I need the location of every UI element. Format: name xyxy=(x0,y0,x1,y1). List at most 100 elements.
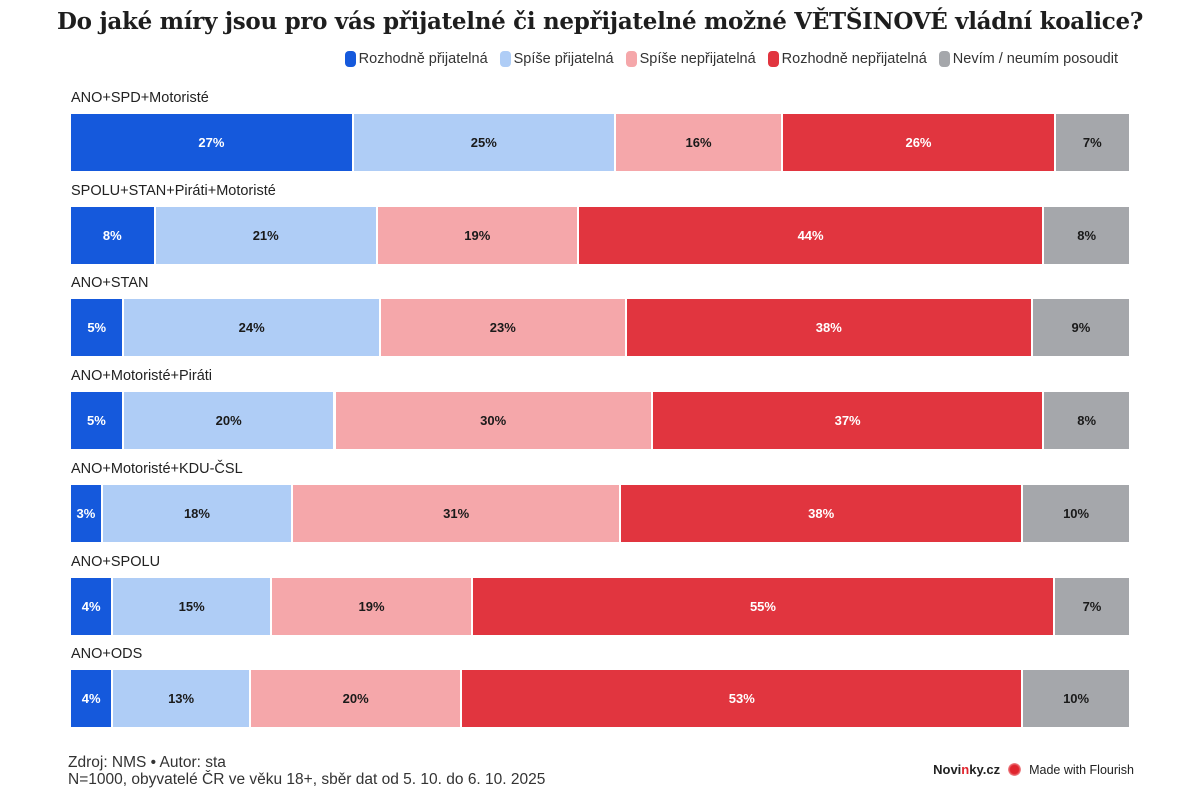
bar-segment-rather-acceptable[interactable]: 13% xyxy=(113,670,251,727)
methodology-note: N=1000, obyvatelé ČR ve věku 18+, sběr d… xyxy=(68,771,546,788)
category-label: ANO+SPOLU xyxy=(71,554,161,570)
legend-item-dont-know[interactable]: Nevím / neumím posoudit xyxy=(938,51,1118,67)
data-label: 8% xyxy=(102,228,122,243)
category-label: ANO+Motoristé+Piráti xyxy=(71,368,213,384)
legend-swatch xyxy=(767,51,779,67)
bar-segment-definitely-unacceptable[interactable]: 38% xyxy=(626,299,1033,356)
data-label: 8% xyxy=(1077,228,1097,243)
data-label: 10% xyxy=(1063,506,1090,521)
bar-segment-definitely-unacceptable[interactable]: 38% xyxy=(621,485,1024,542)
legend-label: Rozhodně přijatelná xyxy=(358,51,488,67)
data-label: 19% xyxy=(358,599,385,614)
bar-row: 5% 20% 30% 37% 8% xyxy=(71,392,1129,449)
bar-segment-definitely-unacceptable[interactable]: 37% xyxy=(652,392,1045,449)
data-label: 16% xyxy=(685,135,712,150)
bar-segment-definitely-acceptable[interactable]: 27% xyxy=(71,114,354,171)
data-label: 7% xyxy=(1082,135,1102,150)
bar-segment-dont-know[interactable]: 9% xyxy=(1032,299,1129,356)
data-label: 19% xyxy=(464,228,491,243)
legend-swatch xyxy=(499,51,511,67)
legend-label: Spíše nepřijatelná xyxy=(639,51,756,67)
data-label: 4% xyxy=(81,691,101,706)
category-label: ANO+Motoristé+KDU-ČSL xyxy=(71,461,243,477)
logo-part: ky.cz xyxy=(969,762,1001,777)
category-label: ANO+STAN xyxy=(71,275,149,291)
bar-segment-dont-know[interactable]: 8% xyxy=(1044,207,1129,264)
data-label: 21% xyxy=(252,228,279,243)
bar-row: 5% 24% 23% 38% 9% xyxy=(71,299,1129,356)
flourish-icon xyxy=(1008,763,1022,776)
data-label: 10% xyxy=(1063,691,1090,706)
bar-segment-rather-acceptable[interactable]: 21% xyxy=(155,207,378,264)
bar-segment-rather-unacceptable[interactable]: 23% xyxy=(380,299,627,356)
bar-segment-dont-know[interactable]: 7% xyxy=(1054,578,1129,635)
legend-item-definitely-unacceptable[interactable]: Rozhodně nepřijatelná xyxy=(767,51,927,67)
data-label: 7% xyxy=(1082,599,1102,614)
bar-segment-rather-unacceptable[interactable]: 19% xyxy=(272,578,474,635)
data-label: 26% xyxy=(905,135,932,150)
legend-item-rather-acceptable[interactable]: Spíše přijatelná xyxy=(499,51,614,67)
bar-segment-dont-know[interactable]: 10% xyxy=(1023,485,1129,542)
category-label: SPOLU+STAN+Piráti+Motoristé xyxy=(71,183,276,199)
bar-segment-rather-acceptable[interactable]: 20% xyxy=(123,392,336,449)
data-label: 53% xyxy=(728,691,755,706)
bar-segment-rather-acceptable[interactable]: 18% xyxy=(102,485,294,542)
bar-segment-dont-know[interactable]: 10% xyxy=(1023,670,1129,727)
chart-title: Do jaké míry jsou pro vás přijatelné či … xyxy=(56,8,1144,35)
bar-row: 3% 18% 31% 38% 10% xyxy=(71,485,1129,542)
logo-highlight: n xyxy=(961,762,970,777)
bar-segment-rather-unacceptable[interactable]: 20% xyxy=(250,670,463,727)
bar-segment-definitely-acceptable[interactable]: 8% xyxy=(71,207,156,264)
bar-row: 4% 15% 19% 55% 7% xyxy=(71,578,1129,635)
logo-part: Novi xyxy=(933,762,962,777)
bar-segment-rather-acceptable[interactable]: 25% xyxy=(353,114,616,171)
data-label: 44% xyxy=(797,228,824,243)
bar-segment-definitely-unacceptable[interactable]: 55% xyxy=(473,578,1055,635)
data-label: 8% xyxy=(1077,413,1097,428)
brand-footer: Novinky.cz Made with Flourish xyxy=(933,762,1134,777)
data-label: 55% xyxy=(749,599,776,614)
data-label: 24% xyxy=(238,320,265,335)
data-label: 37% xyxy=(834,413,861,428)
data-label: 25% xyxy=(470,135,497,150)
legend-item-definitely-acceptable[interactable]: Rozhodně přijatelná xyxy=(344,51,488,67)
bar-row: 27% 25% 16% 26% 7% xyxy=(71,114,1129,171)
bar-segment-definitely-unacceptable[interactable]: 26% xyxy=(783,114,1056,171)
bar-segment-definitely-acceptable[interactable]: 3% xyxy=(71,485,103,542)
bar-segment-definitely-acceptable[interactable]: 5% xyxy=(71,299,125,356)
bar-segment-dont-know[interactable]: 7% xyxy=(1055,114,1129,171)
legend-item-rather-unacceptable[interactable]: Spíše nepřijatelná xyxy=(625,51,756,67)
data-label: 20% xyxy=(215,413,242,428)
bar-segment-rather-acceptable[interactable]: 15% xyxy=(113,578,272,635)
legend-swatch xyxy=(938,51,950,67)
data-label: 9% xyxy=(1071,320,1091,335)
bar-segment-dont-know[interactable]: 8% xyxy=(1044,392,1129,449)
category-label: ANO+ODS xyxy=(71,646,143,662)
bar-segment-definitely-acceptable[interactable]: 5% xyxy=(71,392,124,449)
made-with-flourish-link[interactable]: Made with Flourish xyxy=(1029,762,1134,777)
data-label: 5% xyxy=(87,320,107,335)
data-label: 4% xyxy=(81,599,101,614)
data-label: 23% xyxy=(489,320,516,335)
bar-segment-rather-unacceptable[interactable]: 31% xyxy=(293,485,622,542)
bar-segment-rather-unacceptable[interactable]: 30% xyxy=(335,392,653,449)
source-note: Zdroj: NMS • Autor: sta xyxy=(68,754,226,771)
data-label: 31% xyxy=(443,506,470,521)
bar-segment-rather-unacceptable[interactable]: 16% xyxy=(615,114,784,171)
bar-segment-definitely-acceptable[interactable]: 4% xyxy=(71,670,114,727)
bar-segment-rather-unacceptable[interactable]: 19% xyxy=(377,207,579,264)
bar-segment-rather-acceptable[interactable]: 24% xyxy=(124,299,381,356)
legend-label: Spíše přijatelná xyxy=(513,51,614,67)
data-label: 38% xyxy=(815,320,842,335)
data-label: 38% xyxy=(808,506,835,521)
data-label: 3% xyxy=(76,506,96,521)
category-label: ANO+SPD+Motoristé xyxy=(71,90,209,106)
bar-segment-definitely-unacceptable[interactable]: 44% xyxy=(578,207,1045,264)
bar-segment-definitely-acceptable[interactable]: 4% xyxy=(71,578,114,635)
legend: Rozhodně přijatelná Spíše přijatelná Spíše… xyxy=(344,51,1118,67)
novinky-logo[interactable]: Novinky.cz xyxy=(933,762,1000,777)
bar-row: 8% 21% 19% 44% 8% xyxy=(71,207,1129,264)
bar-segment-definitely-unacceptable[interactable]: 53% xyxy=(462,670,1024,727)
data-label: 5% xyxy=(87,413,106,428)
data-label: 27% xyxy=(198,135,225,150)
